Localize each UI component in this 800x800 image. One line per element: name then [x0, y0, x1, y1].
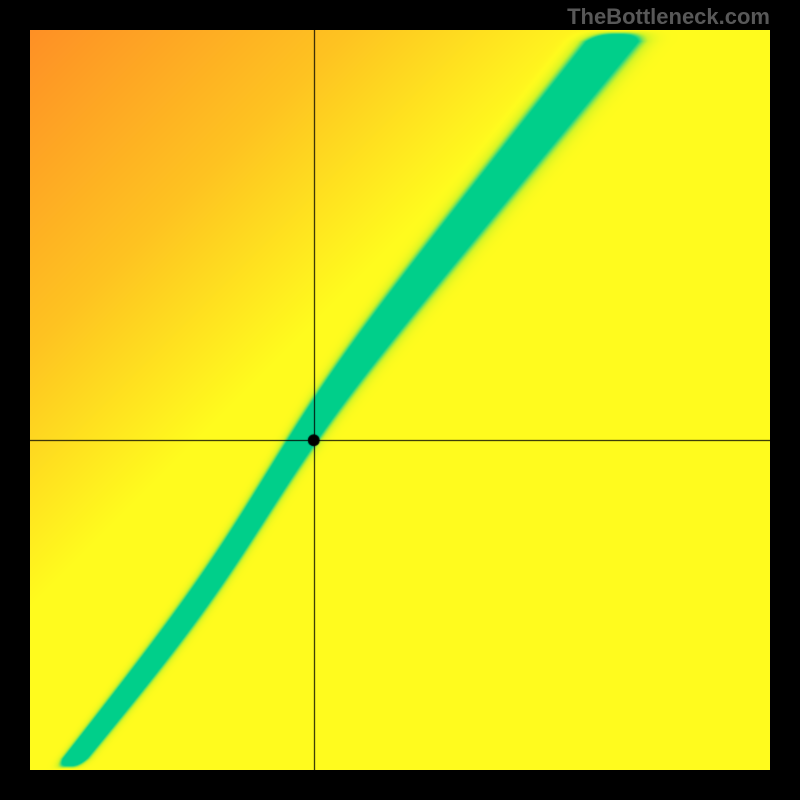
heatmap-canvas: [30, 30, 770, 770]
watermark-text: TheBottleneck.com: [567, 4, 770, 30]
chart-frame: TheBottleneck.com: [0, 0, 800, 800]
